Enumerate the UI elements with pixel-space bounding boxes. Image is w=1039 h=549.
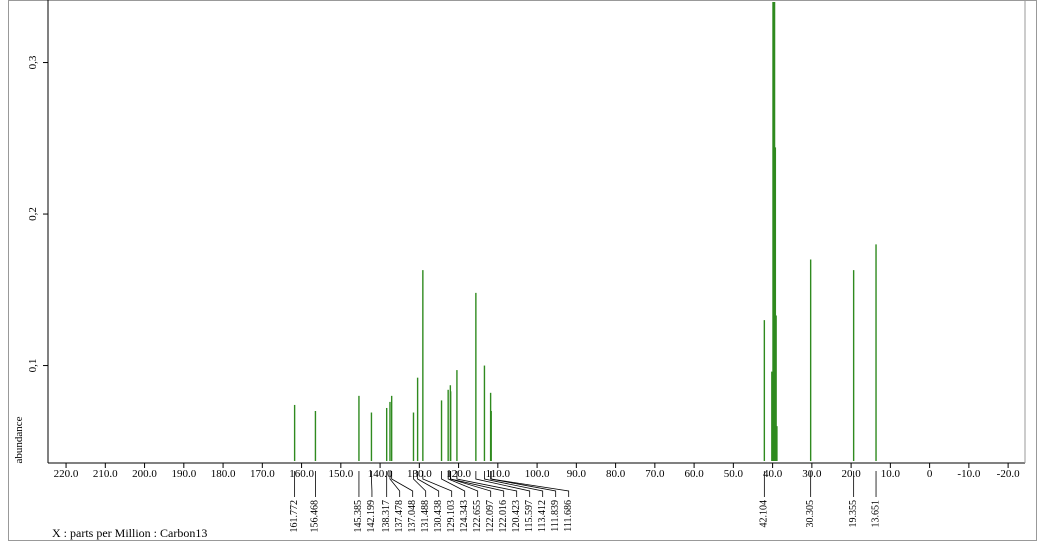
x-axis-label: X : parts per Million : Carbon13 [52, 526, 207, 540]
x-tick-label: 50.0 [724, 468, 744, 480]
leader-line [450, 471, 505, 497]
peak-label: 130.438 [433, 500, 444, 533]
x-tick-label: 20.0 [841, 468, 861, 480]
leader-line [413, 471, 427, 497]
x-tick-label: 60.0 [684, 468, 704, 480]
x-tick-label: 120.0 [446, 468, 471, 480]
frame [8, 0, 1037, 541]
x-tick-label: -10.0 [957, 468, 980, 480]
peak-label: 124.343 [459, 500, 470, 533]
peak-label: 137.478 [394, 500, 405, 533]
leader-line [456, 471, 518, 497]
x-tick-label: 130.0 [407, 468, 432, 480]
y-tick-label: 0,1 [27, 359, 39, 373]
peak-label: 131.488 [420, 500, 431, 533]
x-tick-label: 0 [927, 468, 933, 480]
peak-label: 111.686 [563, 500, 574, 532]
leader-line [490, 471, 557, 497]
peak-label: 113.412 [537, 500, 548, 532]
leader-line [484, 471, 544, 497]
leader-line [417, 471, 440, 497]
peak-label: 138.317 [381, 500, 392, 533]
x-tick-label: -20.0 [997, 468, 1020, 480]
peak-label: 142.199 [366, 500, 377, 533]
peak-label: 122.097 [485, 500, 496, 532]
leader-line [441, 471, 466, 497]
leader-line [475, 471, 531, 497]
leader-line [389, 471, 401, 497]
x-tick-label: 80.0 [606, 468, 626, 480]
x-tick-label: 210.0 [93, 468, 118, 480]
x-tick-label: 40.0 [763, 468, 783, 480]
peak-label: 161.772 [289, 500, 300, 533]
peak-label: 122.016 [498, 500, 509, 532]
peak-label: 115.597 [524, 500, 535, 532]
peak-label: 30.305 [805, 500, 816, 528]
x-tick-label: 180.0 [211, 468, 236, 480]
leader-line [422, 471, 453, 497]
peak-label: 156.468 [310, 500, 321, 533]
peak-label: 137.048 [407, 500, 418, 533]
x-tick-label: 30.0 [802, 468, 822, 480]
peak-label: 145.385 [353, 500, 364, 533]
y-tick-label: 0,3 [27, 55, 39, 69]
y-axis-label: abundance [13, 416, 25, 463]
x-tick-label: 190.0 [171, 468, 196, 480]
x-tick-label: 170.0 [250, 468, 275, 480]
peak-label: 42.104 [759, 500, 770, 528]
leader-line [447, 471, 479, 497]
x-tick-label: 160.0 [289, 468, 314, 480]
peak-label: 13.651 [870, 500, 881, 528]
x-tick-label: 200.0 [132, 468, 157, 480]
peak-label: 122.655 [472, 500, 483, 533]
x-tick-label: 220.0 [54, 468, 79, 480]
peak-label: 129.103 [446, 500, 457, 533]
leader-line [490, 471, 570, 497]
peak-label: 111.839 [550, 500, 561, 532]
x-tick-label: 100.0 [525, 468, 550, 480]
x-tick-label: 110.0 [486, 468, 511, 480]
leader-line [391, 471, 414, 497]
peak-label: 19.355 [848, 500, 859, 528]
x-tick-label: 10.0 [881, 468, 901, 480]
x-tick-label: 70.0 [645, 468, 665, 480]
x-tick-label: 150.0 [328, 468, 353, 480]
y-tick-label: 0,2 [27, 207, 39, 221]
x-tick-label: 90.0 [567, 468, 587, 480]
peak-label: 120.423 [511, 500, 522, 533]
